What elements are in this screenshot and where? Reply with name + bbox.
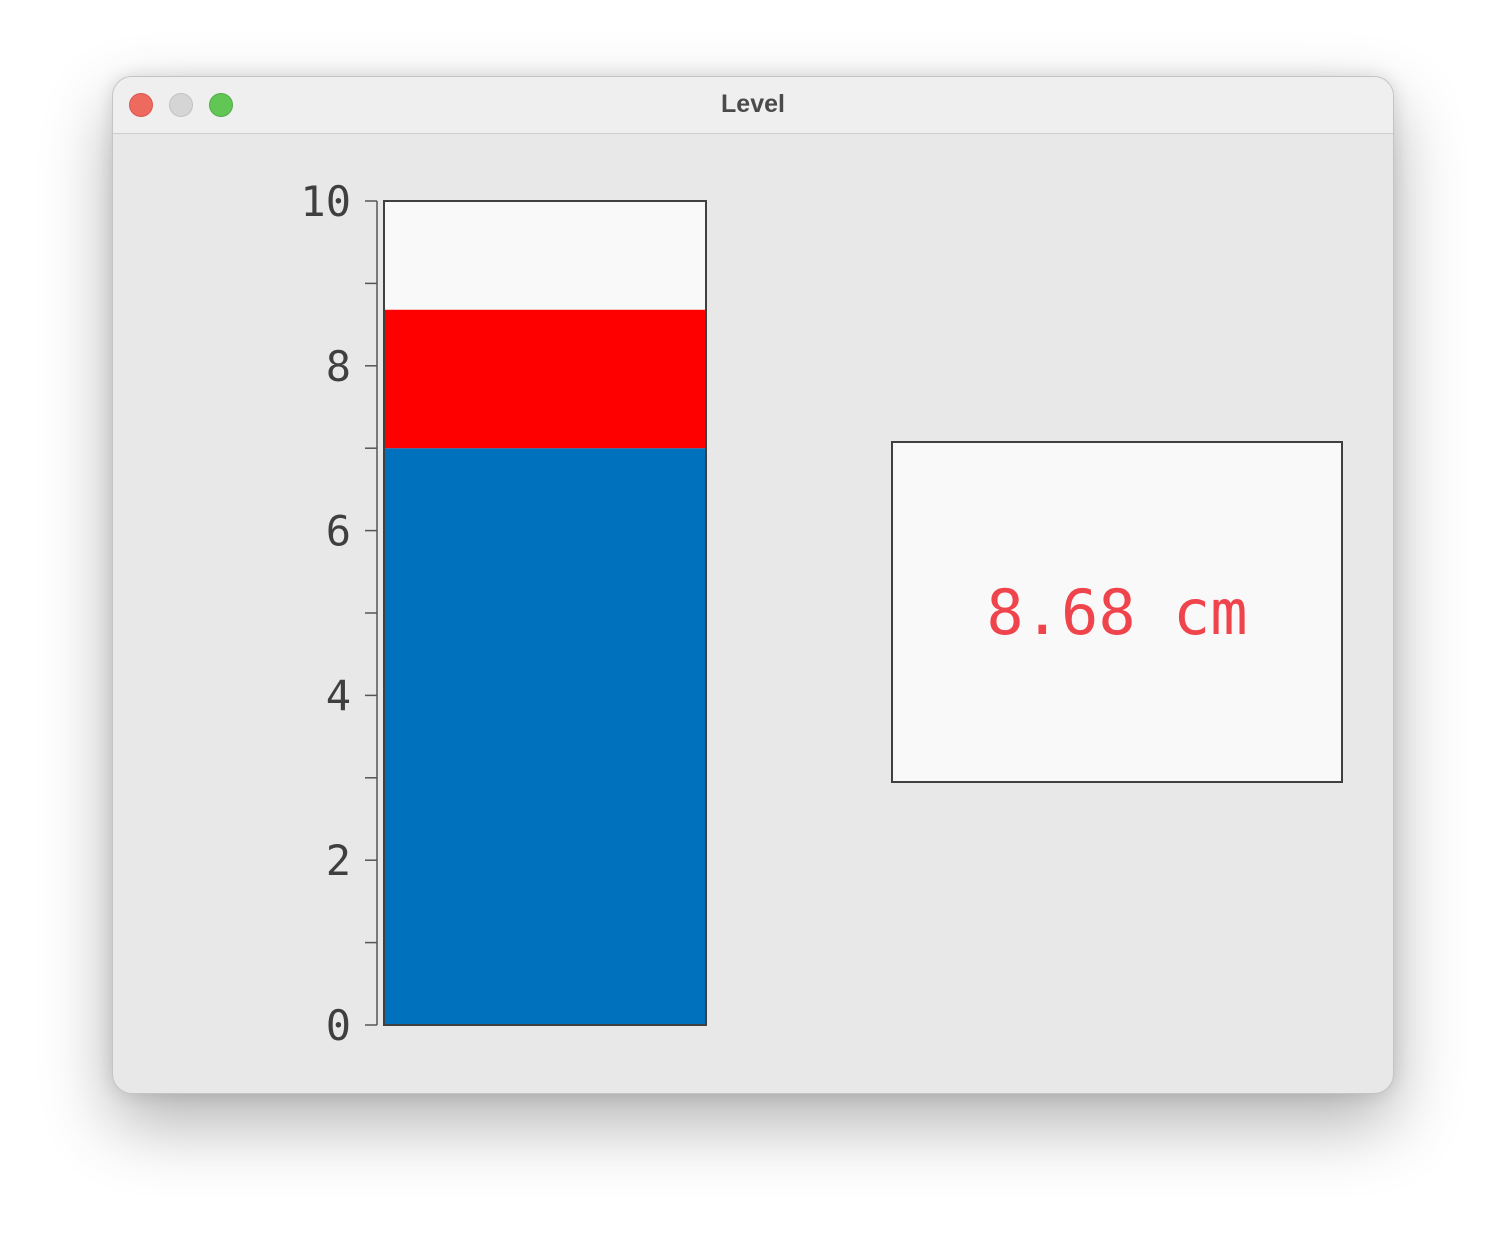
title-bar[interactable]: Level xyxy=(113,77,1393,134)
zoom-button[interactable] xyxy=(209,93,233,117)
close-button[interactable] xyxy=(129,93,153,117)
gauge-segment-1 xyxy=(384,309,706,449)
level-readout: 8.68 cm xyxy=(891,441,1343,783)
y-tick-label: 10 xyxy=(300,177,351,226)
level-gauge: 0 2 4 6 8 10 xyxy=(300,177,707,1050)
gauge-outline xyxy=(383,200,707,1026)
y-tick-label: 2 xyxy=(326,836,351,885)
level-window: Level 0 2 4 6 8 10 8.68 cm xyxy=(112,76,1394,1094)
y-tick-label: 0 xyxy=(326,1001,351,1050)
minimize-button[interactable] xyxy=(169,93,193,117)
window-title: Level xyxy=(721,90,785,118)
level-readout-value: 8.68 cm xyxy=(986,575,1248,649)
y-tick-label: 4 xyxy=(326,671,351,720)
y-tick-label: 8 xyxy=(326,342,351,391)
gauge-segment-0 xyxy=(384,448,706,1025)
y-tick-label: 6 xyxy=(326,507,351,556)
